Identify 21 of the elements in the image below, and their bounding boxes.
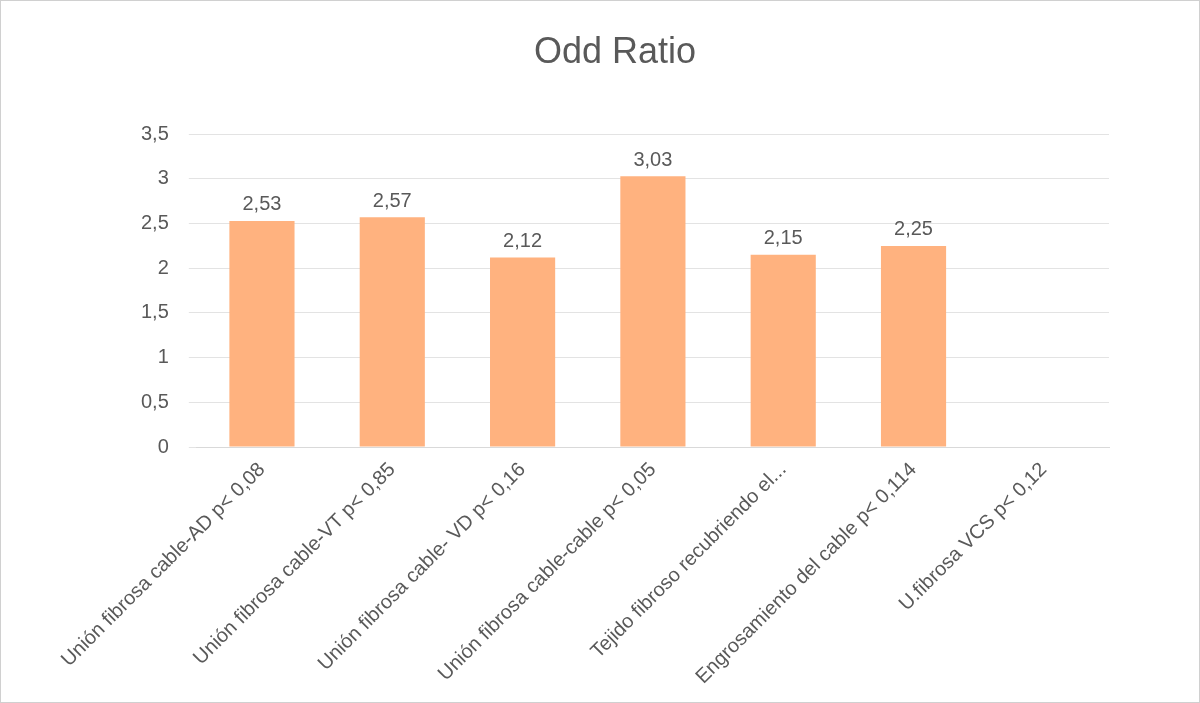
bar — [229, 220, 295, 447]
bar — [620, 176, 686, 447]
bar — [359, 217, 425, 447]
chart-title: Odd Ratio — [533, 29, 697, 71]
bar — [750, 254, 816, 447]
y-tick-label: 2 — [157, 255, 169, 278]
y-tick-label: 2,5 — [140, 211, 169, 234]
bar — [490, 257, 556, 447]
y-tick-label: 1,5 — [140, 300, 169, 323]
data-label: 2,15 — [763, 226, 803, 249]
y-tick-label: 3,5 — [140, 121, 169, 144]
data-label: 2,25 — [894, 217, 933, 240]
y-tick-label: 0 — [157, 434, 169, 457]
y-tick-label: 1 — [157, 345, 169, 368]
bar — [880, 245, 947, 447]
data-label: 2,12 — [503, 229, 543, 252]
y-tick-label: 3 — [157, 166, 169, 189]
data-label: 2,53 — [242, 192, 282, 215]
y-tick-label: 0,5 — [140, 389, 169, 412]
data-label: 3,03 — [633, 147, 673, 170]
data-label: 2,57 — [372, 188, 412, 211]
